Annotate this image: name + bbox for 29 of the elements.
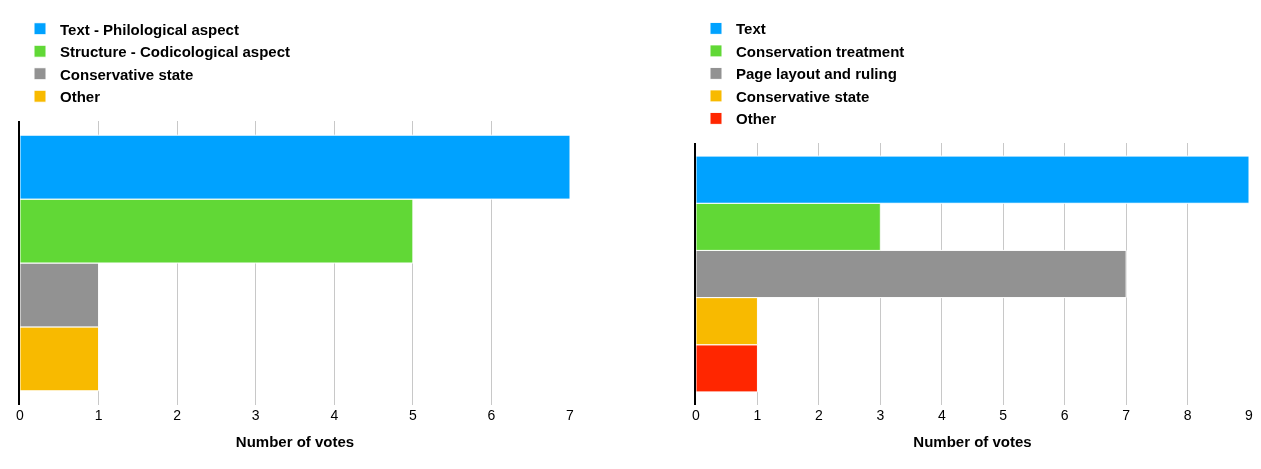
x-tick-label: 3 — [876, 407, 885, 423]
x-tick-label: 1 — [753, 407, 762, 423]
legend-label: Conservation treatment — [736, 42, 905, 60]
x-tick-label: 5 — [408, 407, 417, 423]
x-tick-label: 7 — [566, 407, 575, 423]
x-tick-label: 9 — [1245, 407, 1254, 423]
x-tick-label: 3 — [251, 407, 260, 423]
x-axis-title: Number of votes — [913, 433, 1032, 450]
legend-label: Text - Philological aspect — [60, 20, 239, 38]
x-tick-label: 5 — [999, 407, 1008, 423]
x-tick-label: 6 — [1060, 407, 1069, 423]
x-tick-label: 0 — [692, 407, 701, 423]
x-tick-label: 6 — [487, 407, 496, 423]
x-tick-label: 2 — [173, 407, 182, 423]
legend-label: Page layout and ruling — [736, 65, 897, 83]
legend-label: Structure - Codicological aspect — [60, 43, 291, 61]
legend-label: Other — [60, 88, 101, 106]
x-tick-label: 2 — [814, 407, 823, 423]
legend-label: Text — [736, 20, 766, 38]
legend-label: Other — [736, 110, 777, 128]
x-tick-label: 1 — [94, 407, 103, 423]
x-tick-label: 4 — [330, 407, 339, 423]
legend-label: Conservative state — [60, 65, 194, 83]
x-tick-label: 7 — [1122, 407, 1131, 423]
legend-label: Conservative state — [736, 87, 870, 105]
x-tick-label: 8 — [1183, 407, 1192, 423]
x-tick-label: 0 — [16, 407, 25, 423]
x-axis-title: Number of votes — [235, 433, 355, 450]
x-tick-label: 4 — [937, 407, 946, 423]
